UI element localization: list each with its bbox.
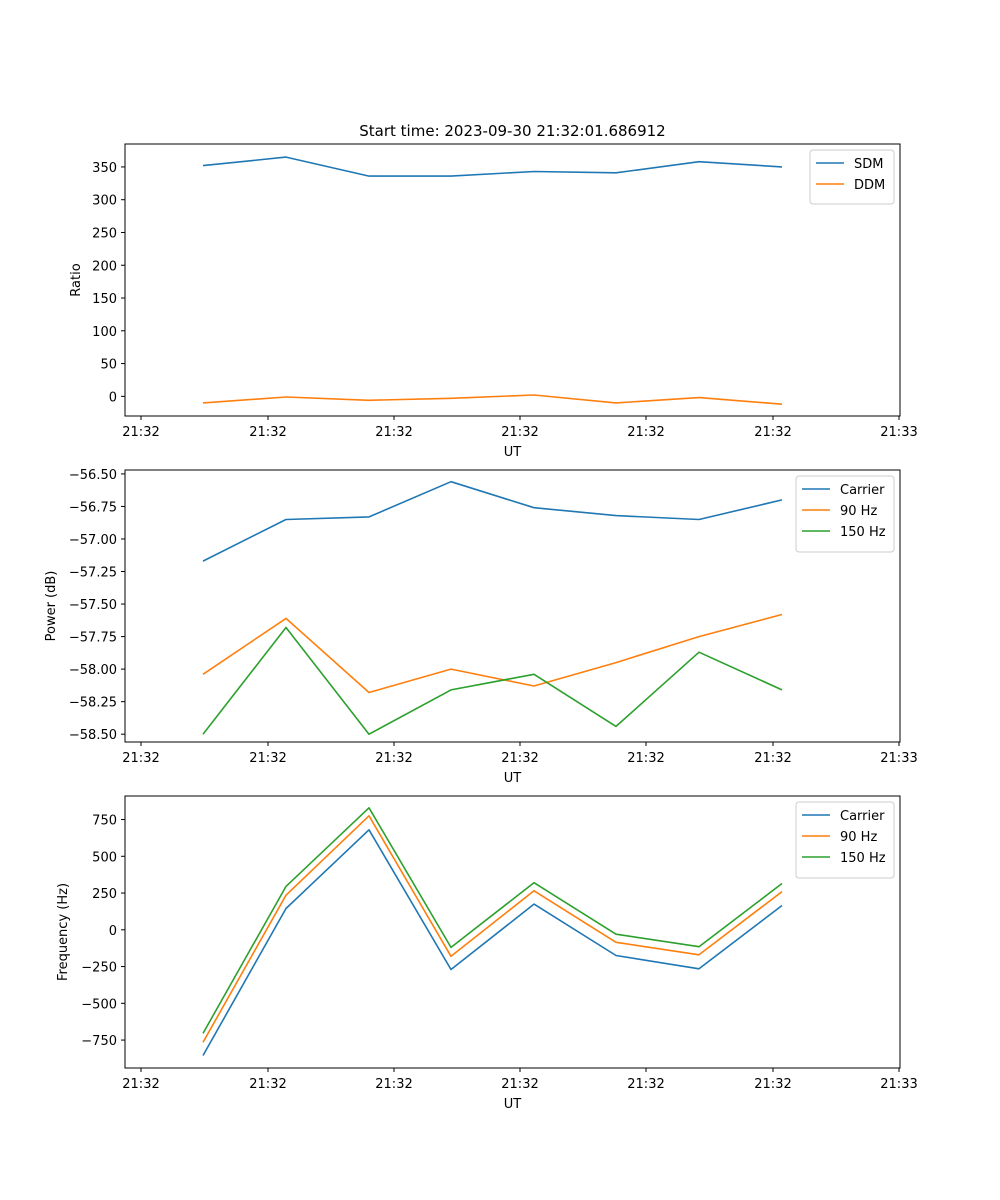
panel1-y-tick-label: 150 xyxy=(92,292,117,307)
panel2-y-tick-label: −56.50 xyxy=(69,468,117,483)
panel1-y-tick-label: 0 xyxy=(109,390,117,405)
panel2-axes-frame xyxy=(124,469,901,743)
panel2-y-tick-label: −58.50 xyxy=(69,728,117,743)
panel3-x-axis-label: UT xyxy=(504,1097,522,1112)
panel2-x-tick-label: 21:32 xyxy=(501,751,538,766)
panel3-legend-label: 90 Hz xyxy=(840,830,877,845)
panel2-y-tick-label: −58.00 xyxy=(69,663,117,678)
panel1-x-tick-label: 21:32 xyxy=(627,425,664,440)
panel2-y-tick-label: −58.25 xyxy=(69,696,117,711)
panel3-x-tick-label: 21:32 xyxy=(249,1077,286,1092)
panel1-x-tick-label: 21:33 xyxy=(880,425,917,440)
panel3-series-line-90-hz xyxy=(202,814,783,1043)
panel1-series-line-ddm xyxy=(202,394,783,405)
panel2-x-tick-label: 21:32 xyxy=(249,751,286,766)
panel3-y-tick-label: 500 xyxy=(92,850,117,865)
panel1-title: Start time: 2023-09-30 21:32:01.686912 xyxy=(359,122,665,140)
panel2-y-tick-label: −57.00 xyxy=(69,533,117,548)
panel3-y-tick-label: −750 xyxy=(81,1034,117,1049)
panel1-series-line-sdm xyxy=(202,156,783,177)
panel3-series-line-carrier xyxy=(202,828,783,1056)
panel2-series-line-150-hz xyxy=(202,626,783,736)
panel2-y-tick-label: −57.75 xyxy=(69,631,117,646)
panel2-x-tick-label: 21:32 xyxy=(627,751,664,766)
panel1-y-tick-label: 300 xyxy=(92,194,117,209)
panel1-y-tick-label: 350 xyxy=(92,161,117,176)
panel3-legend-label: Carrier xyxy=(840,809,885,824)
panel2-series-line-carrier xyxy=(202,480,783,562)
panel3-x-tick-label: 21:32 xyxy=(375,1077,412,1092)
panel1-x-tick-label: 21:32 xyxy=(501,425,538,440)
panel1-x-axis-label: UT xyxy=(504,445,522,460)
panel1-y-axis-label: Ratio xyxy=(69,263,84,296)
panel1-legend-label: DDM xyxy=(854,178,885,193)
panel1-y-tick-label: 100 xyxy=(92,325,117,340)
panel3-x-tick-label: 21:32 xyxy=(501,1077,538,1092)
panel2-y-tick-label: −56.75 xyxy=(69,500,117,515)
panel3-y-tick-label: 250 xyxy=(92,887,117,902)
panel1-x-tick-label: 21:32 xyxy=(249,425,286,440)
panel3-y-tick-label: 750 xyxy=(92,814,117,829)
panel1-x-tick-label: 21:32 xyxy=(122,425,159,440)
panel2-legend-label: 90 Hz xyxy=(840,504,877,519)
panel2-y-tick-label: −57.25 xyxy=(69,566,117,581)
panel2-x-tick-label: 21:32 xyxy=(375,751,412,766)
panel3-y-tick-label: −250 xyxy=(81,961,117,976)
panel2-legend-box xyxy=(795,475,895,553)
panel2-series-line-90-hz xyxy=(202,613,783,694)
panel3-series-line-150-hz xyxy=(202,806,783,1034)
panel2-legend-label: 150 Hz xyxy=(840,525,886,540)
panel3-y-tick-label: 0 xyxy=(109,924,117,939)
panel2-y-axis-label: Power (dB) xyxy=(44,571,59,642)
panel3-y-axis-label: Frequency (Hz) xyxy=(56,883,71,981)
panel1-y-tick-label: 250 xyxy=(92,226,117,241)
panel3-axes-frame xyxy=(124,795,901,1069)
panel3-x-tick-label: 21:32 xyxy=(627,1077,664,1092)
panel2-x-tick-label: 21:32 xyxy=(122,751,159,766)
panel1-y-tick-label: 200 xyxy=(92,259,117,274)
panel3-x-tick-label: 21:32 xyxy=(754,1077,791,1092)
panel1-legend-label: SDM xyxy=(854,157,883,172)
panel3-legend-box xyxy=(795,801,895,879)
panel3-legend-label: 150 Hz xyxy=(840,851,886,866)
panel2-legend-label: Carrier xyxy=(840,483,885,498)
panel2-y-tick-label: −57.50 xyxy=(69,598,117,613)
panel3-y-tick-label: −500 xyxy=(81,997,117,1012)
panel3-x-tick-label: 21:33 xyxy=(880,1077,917,1092)
panel1-x-tick-label: 21:32 xyxy=(754,425,791,440)
panel2-x-tick-label: 21:32 xyxy=(754,751,791,766)
panel1-y-tick-label: 50 xyxy=(100,358,117,373)
panel1-axes-frame xyxy=(124,143,901,417)
panel2-x-axis-label: UT xyxy=(504,771,522,786)
panel1-x-tick-label: 21:32 xyxy=(375,425,412,440)
panel2-x-tick-label: 21:33 xyxy=(880,751,917,766)
panel3-x-tick-label: 21:32 xyxy=(122,1077,159,1092)
